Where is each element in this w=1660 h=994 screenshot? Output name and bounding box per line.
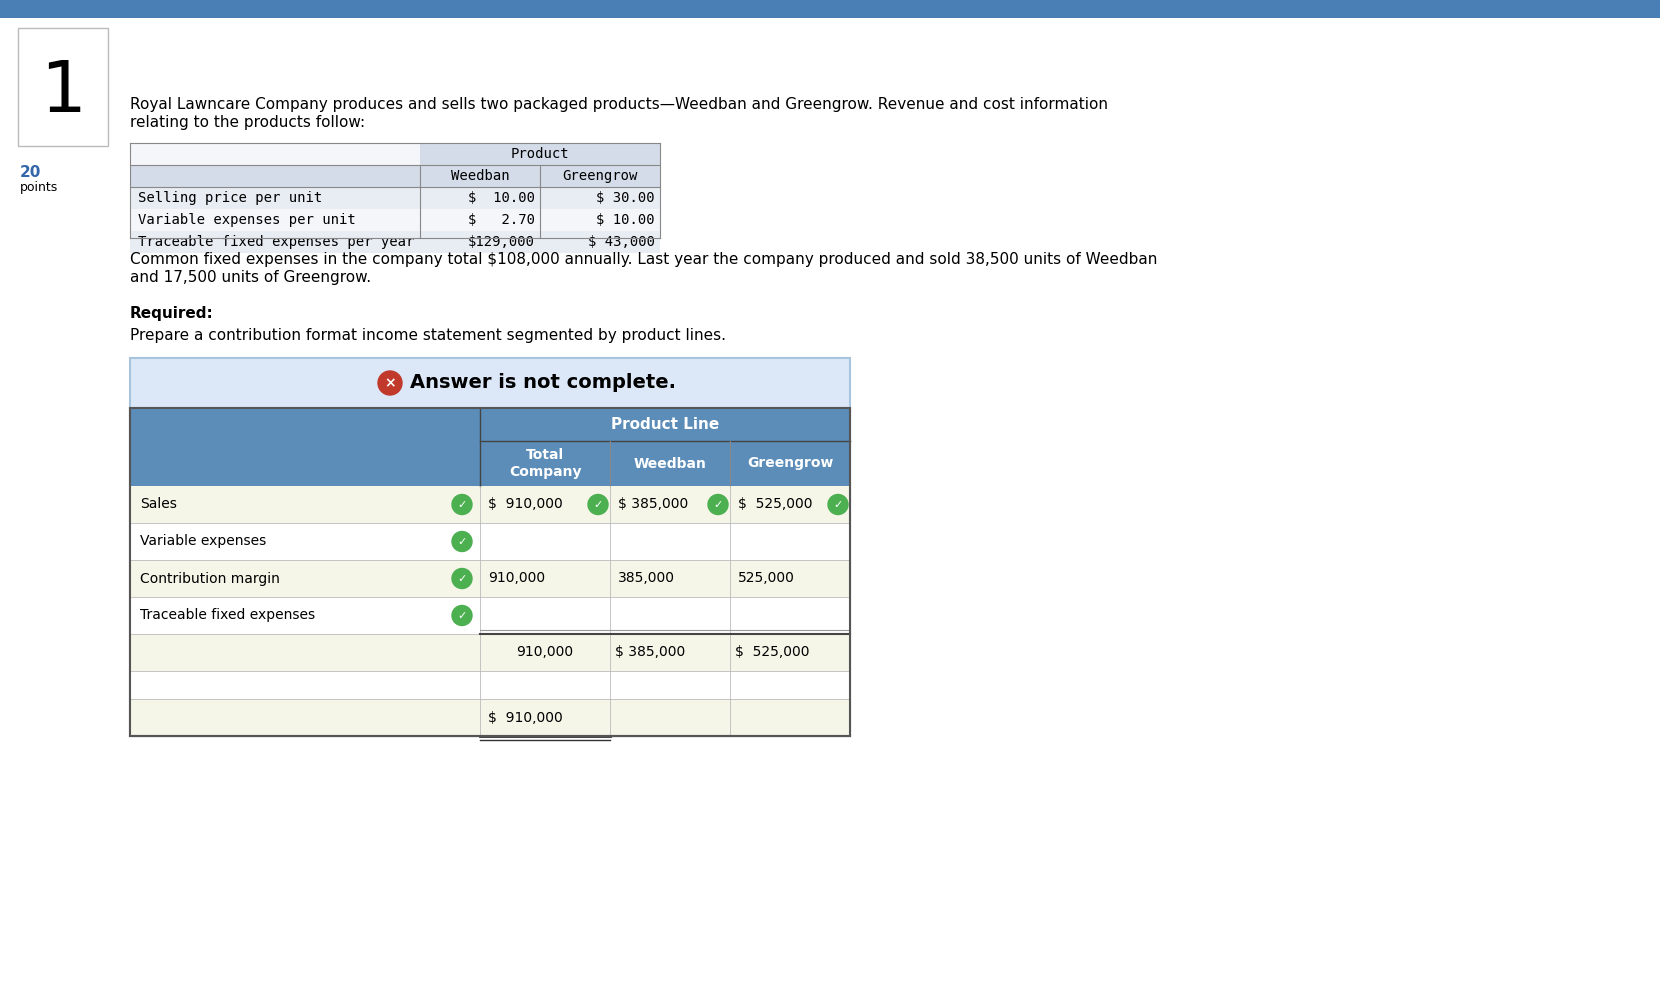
Text: $ 385,000: $ 385,000 <box>614 645 686 659</box>
Text: $  10.00: $ 10.00 <box>468 191 535 205</box>
Bar <box>129 671 850 699</box>
Text: 1: 1 <box>40 58 86 126</box>
Text: Sales: Sales <box>139 498 178 512</box>
Circle shape <box>452 532 471 552</box>
Text: 910,000: 910,000 <box>516 645 574 659</box>
Bar <box>129 408 850 736</box>
Text: $  910,000: $ 910,000 <box>488 711 563 725</box>
Bar <box>129 408 850 736</box>
Bar <box>129 597 850 634</box>
Text: $ 43,000: $ 43,000 <box>588 235 656 249</box>
Text: ✓: ✓ <box>457 574 466 584</box>
Text: Total
Company: Total Company <box>508 448 581 478</box>
Circle shape <box>452 569 471 588</box>
Bar <box>18 28 108 146</box>
Text: ✓: ✓ <box>457 537 466 547</box>
Text: Product: Product <box>511 147 569 161</box>
Text: Answer is not complete.: Answer is not complete. <box>410 374 676 393</box>
Text: Weedban: Weedban <box>634 456 707 470</box>
Text: Traceable fixed expenses per year: Traceable fixed expenses per year <box>138 235 415 249</box>
Text: Prepare a contribution format income statement segmented by product lines.: Prepare a contribution format income sta… <box>129 328 725 343</box>
Text: Product Line: Product Line <box>611 417 719 432</box>
Bar <box>129 699 850 736</box>
Text: Variable expenses per unit: Variable expenses per unit <box>138 213 355 227</box>
Bar <box>129 231 661 253</box>
Text: $ 30.00: $ 30.00 <box>596 191 656 205</box>
Text: $129,000: $129,000 <box>468 235 535 249</box>
Text: Selling price per unit: Selling price per unit <box>138 191 322 205</box>
Bar <box>129 634 850 671</box>
Circle shape <box>452 605 471 625</box>
Text: Variable expenses: Variable expenses <box>139 535 266 549</box>
Text: relating to the products follow:: relating to the products follow: <box>129 115 365 130</box>
Text: ✓: ✓ <box>457 500 466 510</box>
Circle shape <box>588 494 608 515</box>
Bar <box>129 358 850 408</box>
Bar <box>129 523 850 560</box>
Text: Contribution margin: Contribution margin <box>139 572 281 585</box>
Circle shape <box>378 371 402 395</box>
Text: ✓: ✓ <box>457 611 466 621</box>
Text: $   2.70: $ 2.70 <box>468 213 535 227</box>
Text: 910,000: 910,000 <box>488 572 544 585</box>
Bar <box>129 143 661 238</box>
Text: Common fixed expenses in the company total $108,000 annually. Last year the comp: Common fixed expenses in the company tot… <box>129 252 1157 267</box>
Circle shape <box>452 494 471 515</box>
Text: $ 385,000: $ 385,000 <box>618 498 689 512</box>
Text: and 17,500 units of Greengrow.: and 17,500 units of Greengrow. <box>129 270 372 285</box>
Text: 20: 20 <box>20 165 42 180</box>
Text: Required:: Required: <box>129 306 214 321</box>
Text: $ 10.00: $ 10.00 <box>596 213 656 227</box>
Text: ×: × <box>383 377 395 391</box>
Text: ✓: ✓ <box>714 500 722 510</box>
Bar <box>129 441 850 486</box>
Text: $  910,000: $ 910,000 <box>488 498 563 512</box>
Bar <box>129 209 661 231</box>
Bar <box>420 143 661 165</box>
Text: Greengrow: Greengrow <box>747 456 833 470</box>
Text: 385,000: 385,000 <box>618 572 676 585</box>
Text: 525,000: 525,000 <box>739 572 795 585</box>
Bar <box>129 486 850 523</box>
Bar <box>129 560 850 597</box>
Text: Royal Lawncare Company produces and sells two packaged products—Weedban and Gree: Royal Lawncare Company produces and sell… <box>129 97 1107 112</box>
Text: Weedban: Weedban <box>450 169 510 183</box>
Text: $  525,000: $ 525,000 <box>735 645 810 659</box>
Bar <box>129 187 661 209</box>
Bar <box>129 165 661 187</box>
Text: points: points <box>20 181 58 194</box>
Text: ✓: ✓ <box>593 500 603 510</box>
Text: Greengrow: Greengrow <box>563 169 637 183</box>
Bar <box>129 408 850 441</box>
Text: $  525,000: $ 525,000 <box>739 498 812 512</box>
Text: ✓: ✓ <box>833 500 843 510</box>
Circle shape <box>828 494 848 515</box>
Bar <box>0 0 1660 18</box>
Text: Traceable fixed expenses: Traceable fixed expenses <box>139 608 315 622</box>
Circle shape <box>709 494 729 515</box>
